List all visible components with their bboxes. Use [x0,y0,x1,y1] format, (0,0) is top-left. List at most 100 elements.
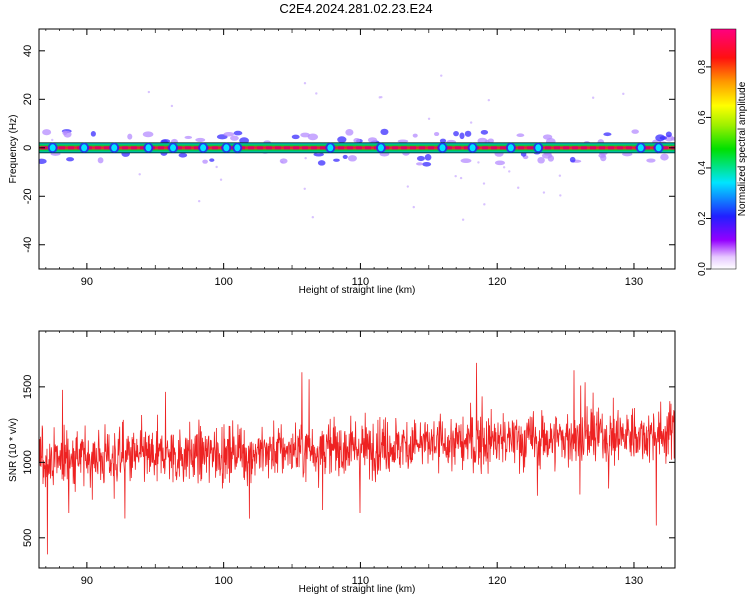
spectrogram-blob [416,162,424,166]
spectrogram-peak-segment [194,146,200,150]
snr-xtick-label: 110 [352,575,370,587]
spectrogram-peak-segment [158,146,164,150]
spectrogram-speck [440,74,443,77]
spectrogram-peak-segment [527,146,533,150]
spectrogram-blob [195,137,206,142]
spectrogram-ytick-label: 0 [22,145,34,151]
spectrogram-speck [51,138,54,142]
spectrogram-blob [416,155,425,162]
snr-ytick-label: 1500 [22,375,34,399]
spectrogram-blob [233,130,243,136]
spectrogram-peak-segment [401,146,407,150]
spectrogram-blob [300,132,310,138]
spectrogram-xtick-label: 120 [488,276,506,288]
spectrogram-spot [223,144,230,152]
spectrogram-blob [353,138,361,144]
snr-series-line [39,362,675,555]
spectrogram-blob [422,161,432,167]
spectrogram-peak-segment [662,146,668,150]
spectrogram-blob [433,132,440,137]
spectrogram-blob [380,128,389,136]
spectrogram-spot [655,144,662,152]
spectrogram-xtick-label: 100 [214,276,232,288]
spectrogram-peak-segment [617,146,623,150]
spectrogram-peak-segment [122,146,128,150]
spectrogram-blob [367,137,378,143]
spectrogram-blob [670,137,675,141]
spectrogram-peak-segment [356,146,362,150]
colorbar-scale [710,28,737,270]
spectrogram-blob [459,132,465,140]
spectrogram-blob [184,135,193,139]
spectrogram-peak-segment [545,146,551,150]
colorbar: 0.0 0.2 0.4 0.6 0.8 Normalized spectral ampl… [697,28,748,276]
spectrogram-speck [502,166,506,169]
spectrogram-blob [631,129,639,134]
spectrogram-peak-segment [554,146,560,150]
spectrogram-blob [178,152,188,158]
spectrogram-spot [377,144,384,152]
spectrogram-peak-segment [365,146,371,150]
spectrogram-peak-segment [446,146,452,150]
spectrogram-xtick-label: 110 [352,276,370,288]
spectrogram-speck [215,165,218,169]
spectrogram-blob [537,156,545,164]
spectrogram-spot [469,144,476,152]
spectrogram-peak-segment [185,146,191,150]
spectrogram-content [39,74,675,221]
spectrogram-speck [622,92,625,96]
spectrogram-spot [81,144,88,152]
spectrogram-spot [170,144,177,152]
spectrogram-peak-segment [491,146,497,150]
spectrogram-peak-segment [590,146,596,150]
spectrogram-blob [397,139,409,143]
spectrogram-blob [337,136,347,143]
colorbar-label: Normalized spectral amplitude [737,81,748,216]
spectrogram-spot [111,144,118,152]
spectrogram-peak-segment [581,146,587,150]
spectrogram-speck [303,81,307,85]
spectrogram-peak-segment [500,146,506,150]
spectrogram-peak-segment [482,146,488,150]
spectrogram-spot [145,144,152,152]
spectrogram-peak-segment [104,146,110,150]
spectrogram-speck [591,96,595,99]
spectrogram-blob [646,158,656,163]
spectrogram-peak-segment [176,146,182,150]
spectrogram-blob [547,154,555,162]
spectrogram-speck [304,156,307,160]
spectrogram-peak-segment [563,146,569,150]
spectrogram-blob [317,160,326,166]
spectrogram-peak-segment [383,146,389,150]
spectrogram-peak-segment [608,146,614,150]
spectrogram-speck [469,121,473,124]
spectrogram-speck [427,117,431,120]
spectrogram-blob [439,138,447,143]
colorbar-tick-label: 0.8 [697,60,708,74]
spectrogram-x-ticks: 90 100 110 120 130 [45,29,676,288]
spectrogram-ytick-label: 40 [22,45,34,57]
spectrogram-peak-segment [599,146,605,150]
spectrogram-blob [665,131,672,138]
spectrogram-peak-segment [95,146,101,150]
spectrogram-spot [439,144,446,152]
spectrogram-blob [480,129,489,135]
spectrogram-blob [90,131,96,137]
spectrogram-blob [600,154,607,162]
spectrogram-ytick-label: -40 [22,237,34,253]
spectrogram-xtick-label: 130 [625,276,643,288]
spectrogram-spot [327,144,334,152]
snr-y-label: SNR (10 * v/v) [8,418,19,482]
spectrogram-speck [138,173,141,176]
spectrogram-peak-segment [464,146,470,150]
snr-y-ticks: 500 1000 1500 [22,375,675,547]
chart-title: C2E4.2024.281.02.23.E24 [279,1,433,16]
spectrogram-speck [315,92,318,95]
spectrogram-blob [307,133,319,141]
spectrogram-peak-segment [455,146,461,150]
snr-xtick-label: 130 [625,575,643,587]
spectrogram-blob [42,129,52,136]
spectrogram-speck [147,90,151,94]
spectrogram-peak-segment [320,146,326,150]
